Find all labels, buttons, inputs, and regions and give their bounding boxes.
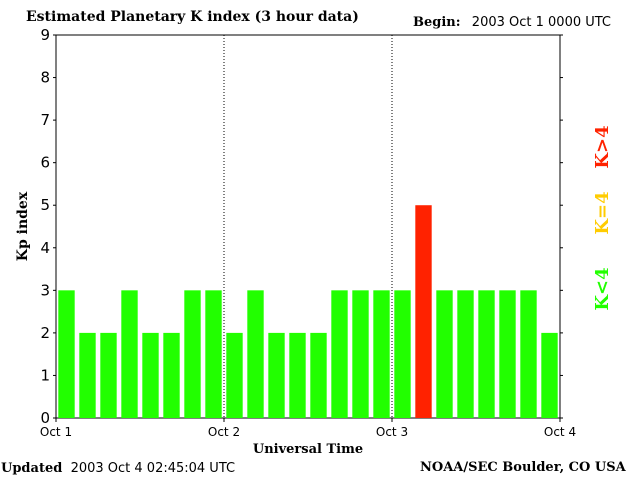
kp-bar [331,290,348,418]
y-tick-label: 6 [40,154,50,172]
y-tick-label: 1 [40,366,50,384]
legend-item: K=4 [592,191,613,234]
y-tick-label: 7 [40,111,50,129]
y-axis-label: Kp index [15,191,31,261]
kp-bar [226,332,243,418]
kp-bar [415,205,432,418]
credit: NOAA/SEC Boulder, CO USA [420,460,626,475]
legend-item: K>4 [592,125,613,168]
kp-bar [142,332,159,418]
kp-bar [79,332,96,418]
y-tick-label: 0 [40,409,50,427]
kp-bar [499,290,516,418]
kp-bar [520,290,537,418]
kp-bar [58,290,75,418]
y-tick-label: 8 [40,69,50,87]
y-tick-label: 5 [40,196,50,214]
kp-bar [394,290,411,418]
updated-label: Updated [1,461,63,476]
x-axis-label: Universal Time [253,442,363,457]
kp-bar [436,290,453,418]
updated-value: 2003 Oct 4 02:45:04 UTC [70,461,236,476]
begin-value: 2003 Oct 1 0000 UTC [471,15,612,30]
begin-label: Begin: [413,15,461,30]
kp-bar [373,290,390,418]
kp-bar [184,290,201,418]
x-tick-label: Oct 2 [208,425,240,439]
plot-frame [55,34,561,419]
y-tick-label: 9 [40,26,50,44]
y-tick-label: 2 [40,324,50,342]
kp-bar [205,290,222,418]
kp-bar [289,332,306,418]
kp-bar [310,332,327,418]
begin-info: Begin: 2003 Oct 1 0000 UTC [413,14,611,30]
x-tick-label: Oct 3 [376,425,408,439]
y-tick-label: 3 [40,281,50,299]
kp-bar [352,290,369,418]
y-tick-label: 4 [40,239,50,257]
kp-bar [163,332,180,418]
updated-info: Updated 2003 Oct 4 02:45:04 UTC [1,460,235,476]
kp-bar [121,290,138,418]
kp-bar [541,332,558,418]
x-tick-label: Oct 1 [40,425,72,439]
chart-title: Estimated Planetary K index (3 hour data… [26,9,359,25]
kp-bar [247,290,264,418]
x-tick-label: Oct 4 [544,425,576,439]
kp-bar [457,290,474,418]
kp-bar [268,332,285,418]
legend-item: K<4 [592,267,613,310]
kp-bar [100,332,117,418]
kp-bar [478,290,495,418]
